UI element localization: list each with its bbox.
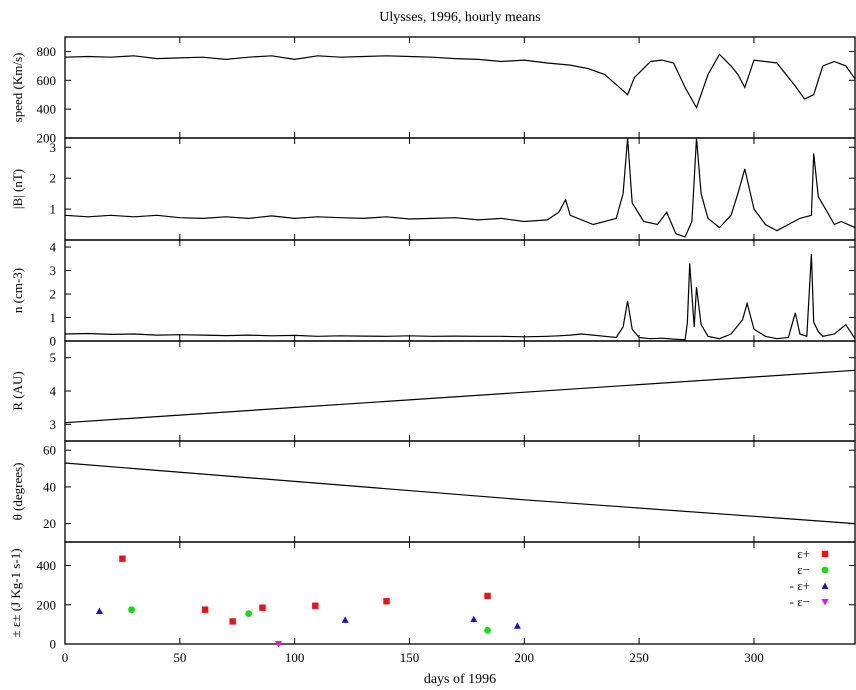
data-point xyxy=(484,592,491,600)
data-point xyxy=(821,582,829,589)
data-point xyxy=(201,606,209,613)
panel-frame xyxy=(64,137,856,241)
data-point xyxy=(821,566,829,574)
y-axis-label: ± ε± (J Kg-1 s-1) xyxy=(8,548,23,637)
y-axis-label: θ (degrees) xyxy=(10,463,25,521)
panel-1: 200 400 600 800 speed (Km/s) xyxy=(10,36,856,146)
data-point xyxy=(484,626,491,634)
legend: ε+ε−- ε+- ε− xyxy=(790,546,829,609)
legend-label: - ε+ xyxy=(790,578,810,593)
data-point xyxy=(229,618,236,625)
data-point xyxy=(821,599,829,606)
panel-3: 0 1 2 3 4 n (cm-3) xyxy=(10,239,856,349)
x-tick-label: 150 xyxy=(400,650,420,665)
y-tick-label: 3 xyxy=(50,417,57,432)
data-line xyxy=(64,462,856,525)
y-axis-label: |B| (nT) xyxy=(10,169,25,209)
chart-title: Ulysses, 1996, hourly means xyxy=(379,10,540,25)
data-point xyxy=(95,607,103,615)
panel-4: 3 4 5 R (AU) xyxy=(10,340,856,442)
y-tick-label: 4 xyxy=(50,384,57,399)
data-point xyxy=(128,606,135,614)
data-point xyxy=(470,615,478,623)
data-point xyxy=(341,616,349,623)
y-tick-label: 1 xyxy=(50,310,57,325)
y-tick-label: 60 xyxy=(43,443,56,458)
y-tick-label: 200 xyxy=(37,131,57,146)
y-tick-label: 800 xyxy=(37,44,57,59)
data-point xyxy=(821,550,829,558)
data-point xyxy=(119,555,126,562)
data-line xyxy=(64,369,856,424)
x-axis-label: days of 1996 xyxy=(424,672,496,687)
y-tick-label: 0 xyxy=(50,637,57,652)
x-tick-label: 50 xyxy=(173,650,186,665)
data-line xyxy=(64,254,856,341)
y-tick-label: 20 xyxy=(43,516,56,531)
panel-frame xyxy=(64,239,856,342)
legend-label: ε+ xyxy=(797,546,810,561)
panel-frame xyxy=(64,340,856,442)
panel-frame xyxy=(64,440,856,543)
y-tick-label: 3 xyxy=(50,140,57,155)
y-axis-label: R (AU) xyxy=(10,371,25,410)
data-line xyxy=(64,53,856,110)
y-tick-label: 0 xyxy=(50,334,57,349)
y-tick-label: 400 xyxy=(37,102,57,117)
y-tick-label: 4 xyxy=(50,240,57,255)
y-tick-label: 5 xyxy=(50,350,57,365)
x-tick-label: 300 xyxy=(744,650,764,665)
panel-frame xyxy=(64,36,856,139)
panel-5: 20 40 60 θ (degrees) xyxy=(10,440,856,543)
data-point xyxy=(513,622,521,629)
panel-frame xyxy=(64,541,856,645)
legend-label: ε− xyxy=(797,562,810,577)
y-tick-label: 3 xyxy=(50,263,57,278)
data-point xyxy=(245,610,253,617)
x-tick-label: 0 xyxy=(62,650,69,665)
y-tick-label: 40 xyxy=(43,479,56,494)
data-line xyxy=(64,137,856,238)
x-tick-label: 200 xyxy=(515,650,535,665)
y-tick-label: 2 xyxy=(50,287,57,302)
y-tick-label: 400 xyxy=(37,558,57,573)
x-tick-label: 250 xyxy=(629,650,649,665)
panel-6: 0 200 400 0 50 100 150 200 250 300 ± ε± (J Kg-1 s-… xyxy=(8,541,856,665)
y-tick-label: 2 xyxy=(50,171,57,186)
data-point xyxy=(383,598,390,605)
data-point xyxy=(275,641,283,648)
y-axis-label: n (cm-3) xyxy=(10,268,25,313)
y-tick-label: 1 xyxy=(50,202,57,217)
legend-label: - ε− xyxy=(790,594,810,609)
y-tick-label: 200 xyxy=(37,597,57,612)
y-axis-label: speed (Km/s) xyxy=(10,53,25,123)
data-point xyxy=(312,602,319,609)
y-tick-label: 600 xyxy=(37,73,57,88)
x-tick-label: 100 xyxy=(285,650,305,665)
data-point xyxy=(259,604,266,611)
panel-2: 1 2 3 |B| (nT) xyxy=(10,137,856,241)
